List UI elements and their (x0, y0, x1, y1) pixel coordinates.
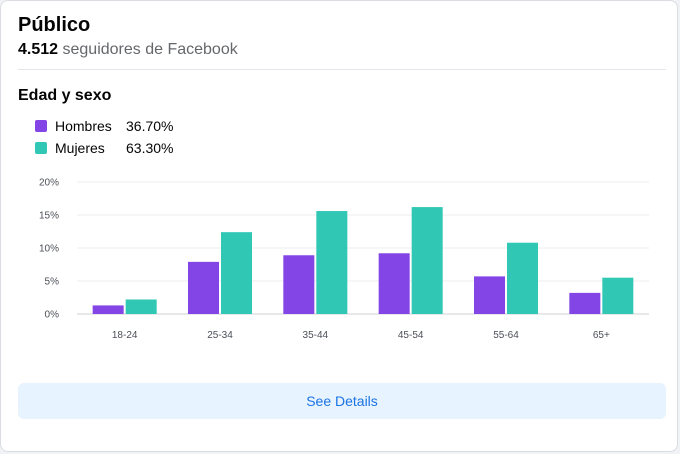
bar-hombres-25-34 (188, 261, 219, 314)
chart-legend: Hombres 36.70% Mujeres 63.30% (35, 115, 173, 159)
follower-count: 4.512 (18, 41, 59, 58)
see-details-button[interactable]: See Details (18, 383, 666, 419)
bar-hombres-18-24 (92, 305, 124, 314)
y-tick-label: 10% (39, 244, 59, 255)
legend-value: 36.70% (126, 118, 174, 134)
y-tick-label: 20% (39, 178, 59, 189)
x-tick-label: 55-64 (493, 330, 519, 341)
legend-label: Mujeres (55, 140, 105, 156)
y-tick-label: 5% (45, 277, 60, 288)
bar-hombres-45-54 (378, 253, 410, 314)
legend-swatch-mujeres (35, 142, 47, 154)
legend-value: 63.30% (126, 140, 174, 156)
y-tick-label: 15% (39, 211, 59, 222)
bar-mujeres-65+ (602, 277, 634, 314)
bar-mujeres-55-64 (507, 242, 538, 314)
legend-item-hombres: Hombres 36.70% (35, 115, 173, 137)
divider (18, 69, 666, 70)
section-title: Edad y sexo (18, 87, 112, 104)
bar-mujeres-45-54 (411, 207, 443, 314)
x-tick-label: 18-24 (112, 330, 138, 341)
x-tick-label: 45-54 (398, 330, 424, 341)
y-tick-label: 0% (45, 310, 60, 321)
bar-mujeres-35-44 (316, 211, 348, 314)
x-tick-label: 35-44 (303, 330, 329, 341)
bar-hombres-55-64 (474, 276, 505, 314)
legend-swatch-hombres (35, 120, 47, 132)
follower-summary: 4.512 seguidores de Facebook (18, 41, 238, 59)
card-title: Público (18, 14, 91, 36)
age-gender-bar-chart: 0% 5% 10% 15% 20% 18-24 25-34 35-44 45-54 55-64 65… (39, 178, 649, 341)
bar-mujeres-18-24 (125, 299, 157, 314)
bar-mujeres-25-34 (221, 232, 252, 314)
x-tick-label: 65+ (593, 330, 610, 341)
legend-label: Hombres (55, 118, 112, 134)
legend-item-mujeres: Mujeres 63.30% (35, 137, 173, 159)
follower-suffix: seguidores de Facebook (62, 41, 238, 58)
x-tick-label: 25-34 (207, 330, 233, 341)
bar-hombres-65+ (569, 292, 601, 314)
bar-hombres-35-44 (283, 255, 315, 314)
